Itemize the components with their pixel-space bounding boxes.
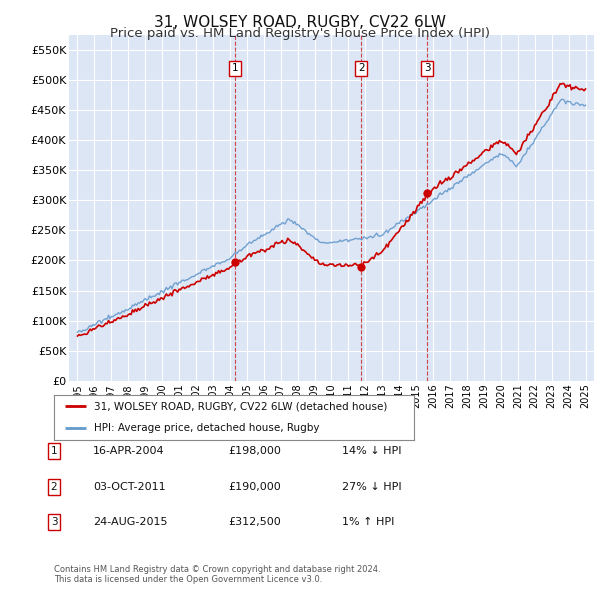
Text: 3: 3 [50,517,58,527]
Text: 1: 1 [50,447,58,456]
Text: 16-APR-2004: 16-APR-2004 [93,447,164,456]
Text: 31, WOLSEY ROAD, RUGBY, CV22 6LW (detached house): 31, WOLSEY ROAD, RUGBY, CV22 6LW (detach… [94,401,387,411]
Text: 27% ↓ HPI: 27% ↓ HPI [342,482,401,491]
Text: Price paid vs. HM Land Registry's House Price Index (HPI): Price paid vs. HM Land Registry's House … [110,27,490,40]
Text: 2: 2 [358,63,364,73]
Text: 1% ↑ HPI: 1% ↑ HPI [342,517,394,527]
Text: £312,500: £312,500 [228,517,281,527]
Text: £190,000: £190,000 [228,482,281,491]
Text: 1: 1 [232,63,238,73]
Text: 3: 3 [424,63,430,73]
Text: 24-AUG-2015: 24-AUG-2015 [93,517,167,527]
Text: Contains HM Land Registry data © Crown copyright and database right 2024.
This d: Contains HM Land Registry data © Crown c… [54,565,380,584]
Text: 14% ↓ HPI: 14% ↓ HPI [342,447,401,456]
Text: 2: 2 [50,482,58,491]
Text: 03-OCT-2011: 03-OCT-2011 [93,482,166,491]
Text: HPI: Average price, detached house, Rugby: HPI: Average price, detached house, Rugb… [94,424,319,434]
Text: £198,000: £198,000 [228,447,281,456]
Text: 31, WOLSEY ROAD, RUGBY, CV22 6LW: 31, WOLSEY ROAD, RUGBY, CV22 6LW [154,15,446,30]
